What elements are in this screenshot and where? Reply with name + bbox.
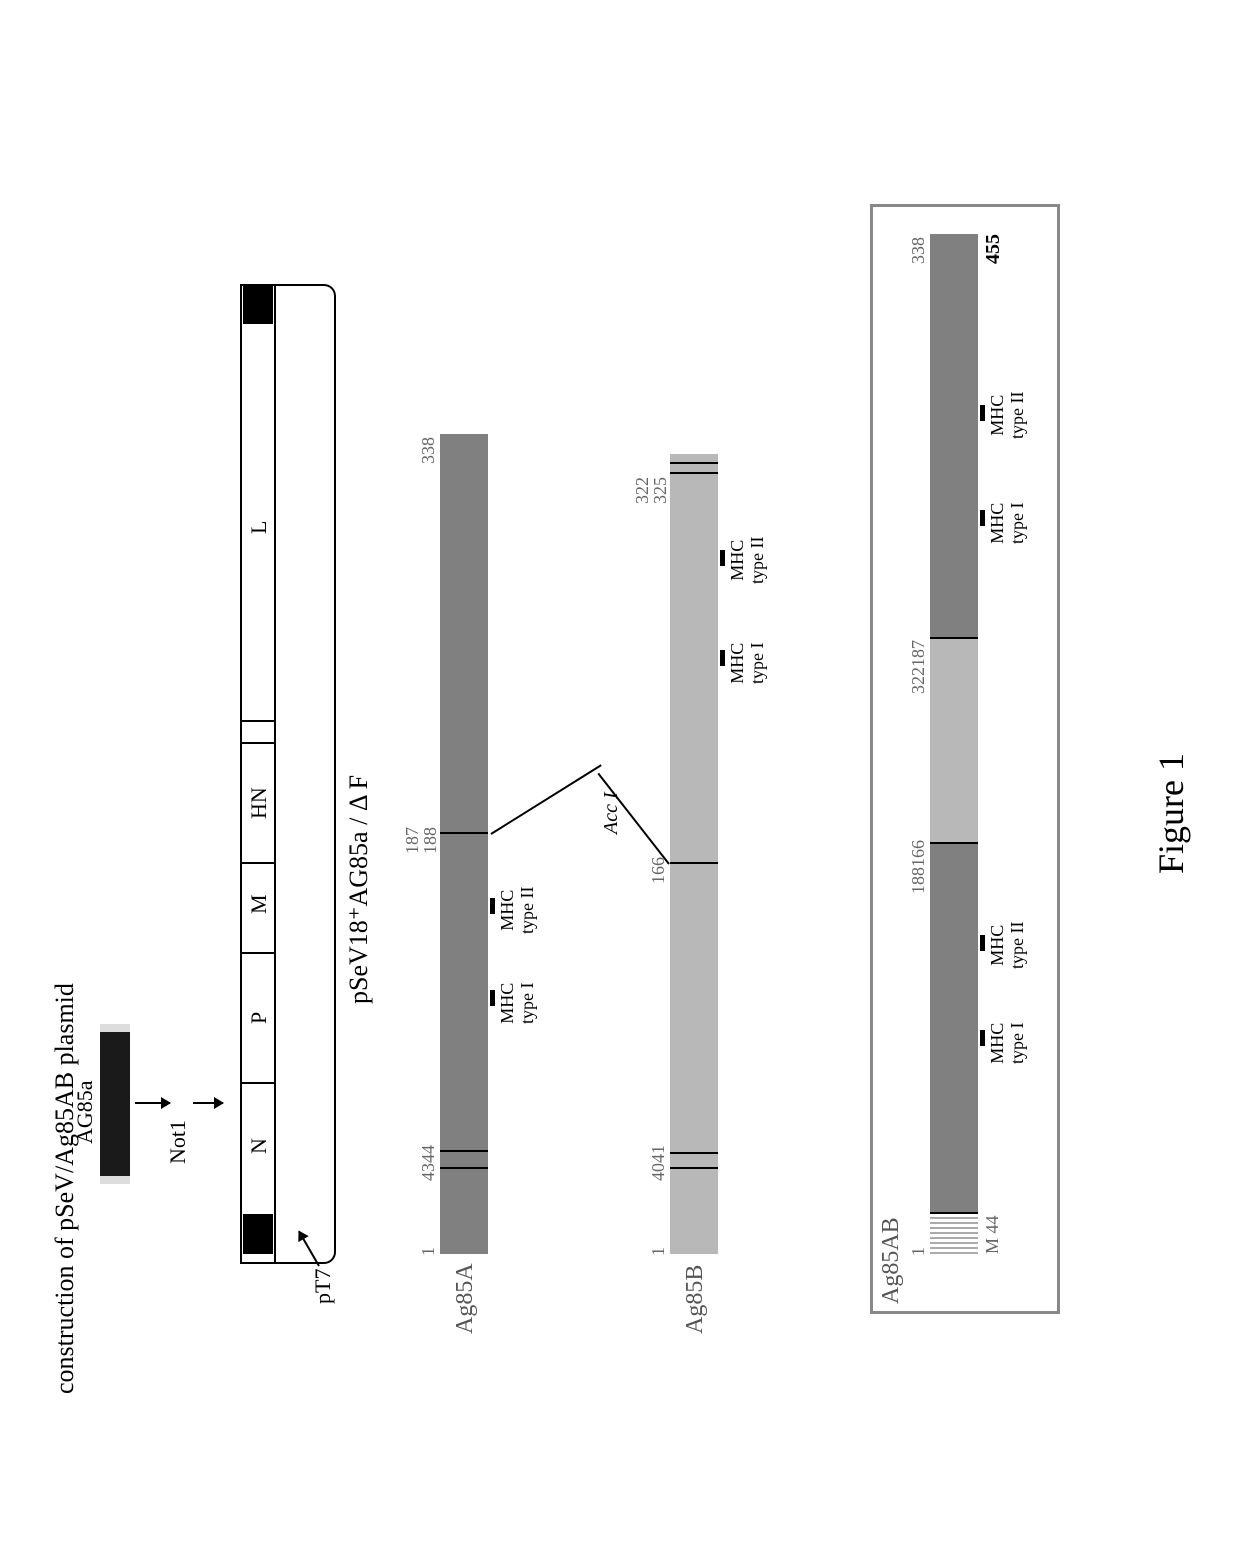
diagram-title: construction of pSeV/Ag85AB plasmid	[50, 983, 80, 1394]
ag85a-bar	[440, 434, 488, 1254]
ag85b-bar	[670, 454, 718, 1254]
plasmid-name: pSeV18⁺AG85a / Δ F	[344, 775, 374, 1004]
figure-label: Figure 1	[1150, 753, 1192, 874]
insert-cassette	[100, 1024, 130, 1184]
plasmid-body	[240, 284, 276, 1264]
